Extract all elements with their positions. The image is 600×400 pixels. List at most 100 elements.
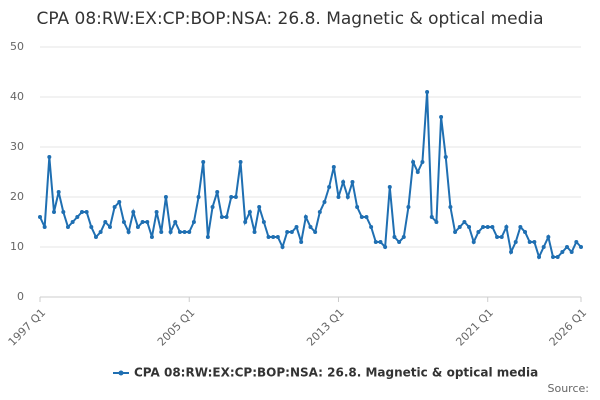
point (350, 180, 355, 184)
point (219, 215, 224, 219)
source: Source: (548, 382, 590, 395)
point (509, 250, 514, 254)
point (331, 165, 336, 169)
x-tick-label: 1997 Q1 (6, 306, 49, 349)
point (453, 230, 458, 234)
y-tick-label: 20 (10, 190, 24, 203)
point (336, 195, 341, 199)
point (224, 215, 229, 219)
x-tick-label: 2026 Q1 (547, 306, 590, 349)
point (425, 90, 430, 94)
point (233, 195, 238, 199)
point (415, 170, 420, 174)
point (443, 155, 448, 159)
point (392, 235, 397, 239)
point (98, 230, 103, 234)
point (551, 255, 556, 259)
point (140, 220, 145, 224)
point (504, 225, 509, 229)
y-tick-label: 30 (10, 140, 24, 153)
point (107, 225, 112, 229)
point (476, 230, 481, 234)
point (243, 220, 248, 224)
point (523, 230, 528, 234)
point (420, 160, 425, 164)
point (574, 240, 579, 244)
point (84, 210, 89, 214)
point (457, 225, 462, 229)
point (266, 235, 271, 239)
point (121, 220, 126, 224)
point (411, 160, 416, 164)
point (201, 160, 206, 164)
point (61, 210, 66, 214)
point (168, 230, 173, 234)
y-tick-label: 10 (10, 240, 24, 253)
point (149, 235, 154, 239)
point (434, 220, 439, 224)
point (462, 220, 467, 224)
point (191, 220, 196, 224)
series-line (39, 91, 582, 260)
point (215, 190, 220, 194)
point (387, 185, 392, 189)
point (93, 235, 98, 239)
point (495, 235, 500, 239)
point (439, 115, 444, 119)
point (131, 210, 136, 214)
point (359, 215, 364, 219)
point (271, 235, 276, 239)
legend-label: CPA 08:RW:EX:CP:BOP:NSA: 26.8. Magnetic … (134, 366, 538, 380)
point (345, 195, 350, 199)
point (341, 180, 346, 184)
point (546, 235, 551, 239)
point (187, 230, 192, 234)
point (527, 240, 532, 244)
point (135, 225, 140, 229)
y-tick-label: 50 (10, 40, 24, 53)
point (490, 225, 495, 229)
point (182, 230, 187, 234)
point (126, 230, 131, 234)
point (238, 160, 243, 164)
point (289, 230, 294, 234)
point (560, 250, 565, 254)
x-tick-label: 2021 Q1 (453, 306, 496, 349)
point (369, 225, 374, 229)
point (532, 240, 537, 244)
point (117, 200, 122, 204)
point (383, 245, 388, 249)
x-tick-label: 2005 Q1 (155, 306, 198, 349)
legend-marker (118, 370, 124, 376)
point (569, 250, 574, 254)
point (513, 240, 518, 244)
point (471, 240, 476, 244)
point (173, 220, 178, 224)
point (210, 205, 215, 209)
point (299, 240, 304, 244)
point (313, 230, 318, 234)
point (481, 225, 486, 229)
point (79, 210, 84, 214)
point (177, 230, 182, 234)
point (555, 255, 560, 259)
y-tick-label: 40 (10, 90, 24, 103)
point (429, 215, 434, 219)
point (89, 225, 94, 229)
point (303, 215, 308, 219)
point (406, 205, 411, 209)
point (229, 195, 234, 199)
point (145, 220, 150, 224)
point (294, 225, 299, 229)
point (317, 210, 322, 214)
point (112, 205, 117, 209)
point (252, 230, 257, 234)
point (38, 215, 42, 219)
point (247, 210, 252, 214)
point (51, 210, 56, 214)
point (65, 225, 70, 229)
point (75, 215, 80, 219)
point (285, 230, 290, 234)
point (257, 205, 262, 209)
